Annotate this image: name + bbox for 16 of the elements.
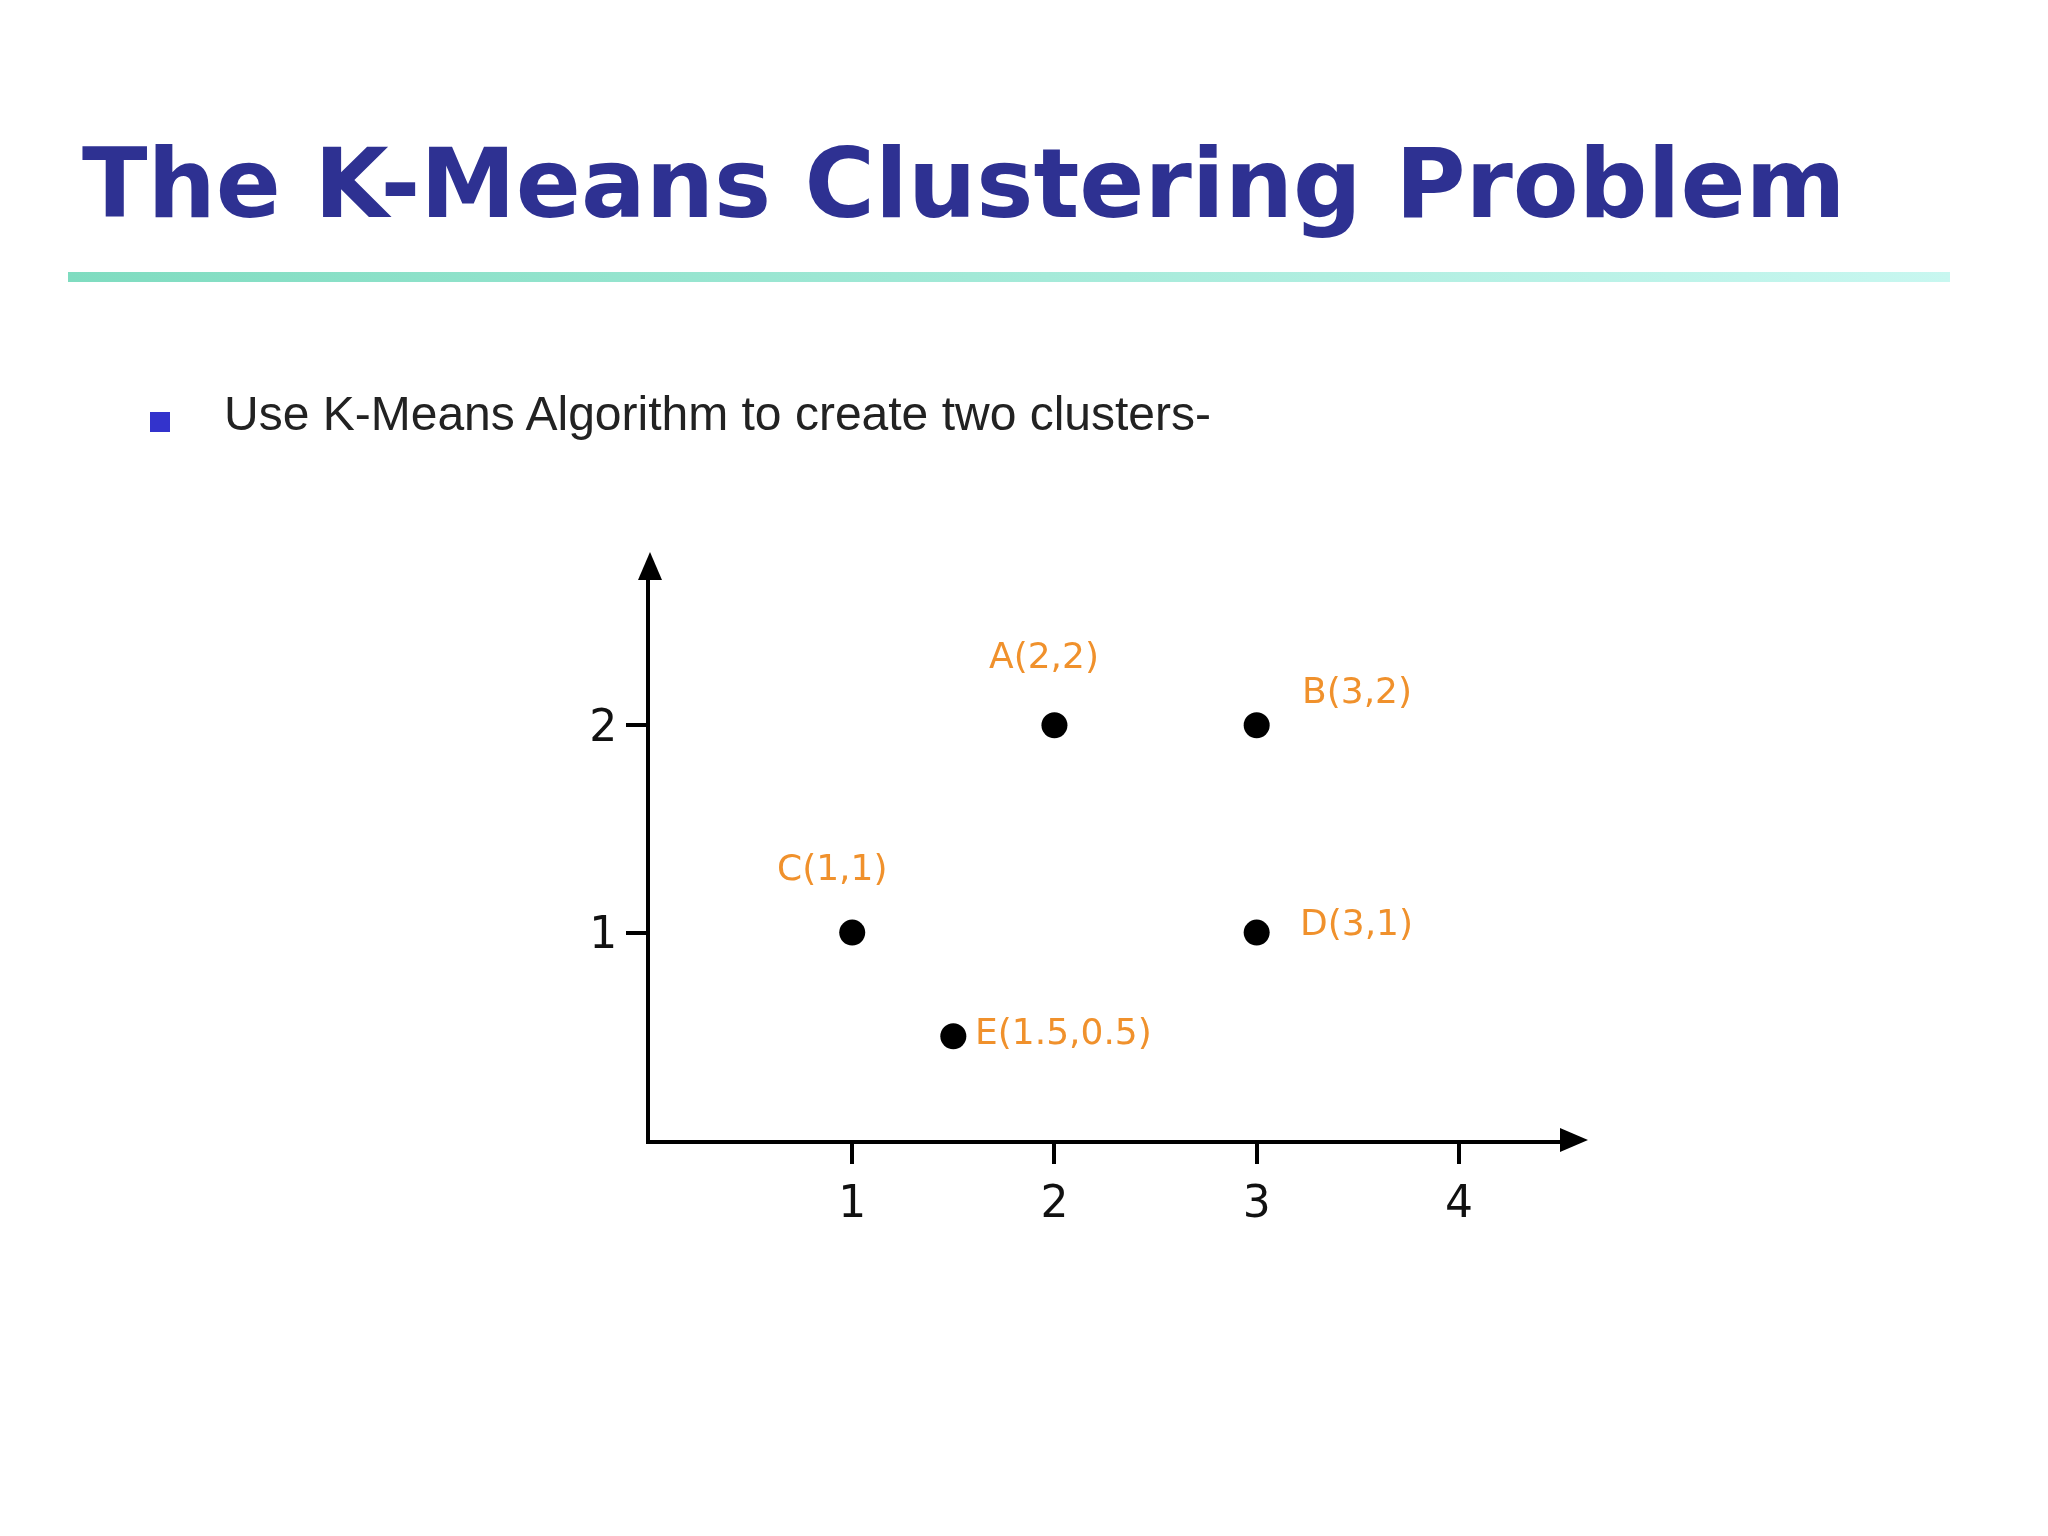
annotation: E(1.5,0.5): [975, 1011, 1152, 1052]
point: [1041, 712, 1068, 739]
point: [940, 1023, 967, 1050]
point: [1243, 712, 1270, 739]
x-tick-label: 2: [1040, 1175, 1069, 1227]
annotation: B(3,2): [1302, 670, 1413, 711]
x-tick-label: 3: [1242, 1175, 1271, 1227]
chart-subtitle: Use K-Means Algorithm to create two clusters-: [224, 386, 1212, 441]
x-tick-label: 4: [1444, 1175, 1473, 1227]
annotation: A(2,2): [989, 635, 1099, 676]
point: [839, 919, 866, 946]
annotation: C(1,1): [777, 847, 888, 888]
annotation: D(3,1): [1300, 902, 1414, 943]
chart-title: The K-Means Clustering Problem: [82, 128, 1846, 240]
x-tick-label: 1: [838, 1175, 867, 1227]
point: [1243, 919, 1270, 946]
